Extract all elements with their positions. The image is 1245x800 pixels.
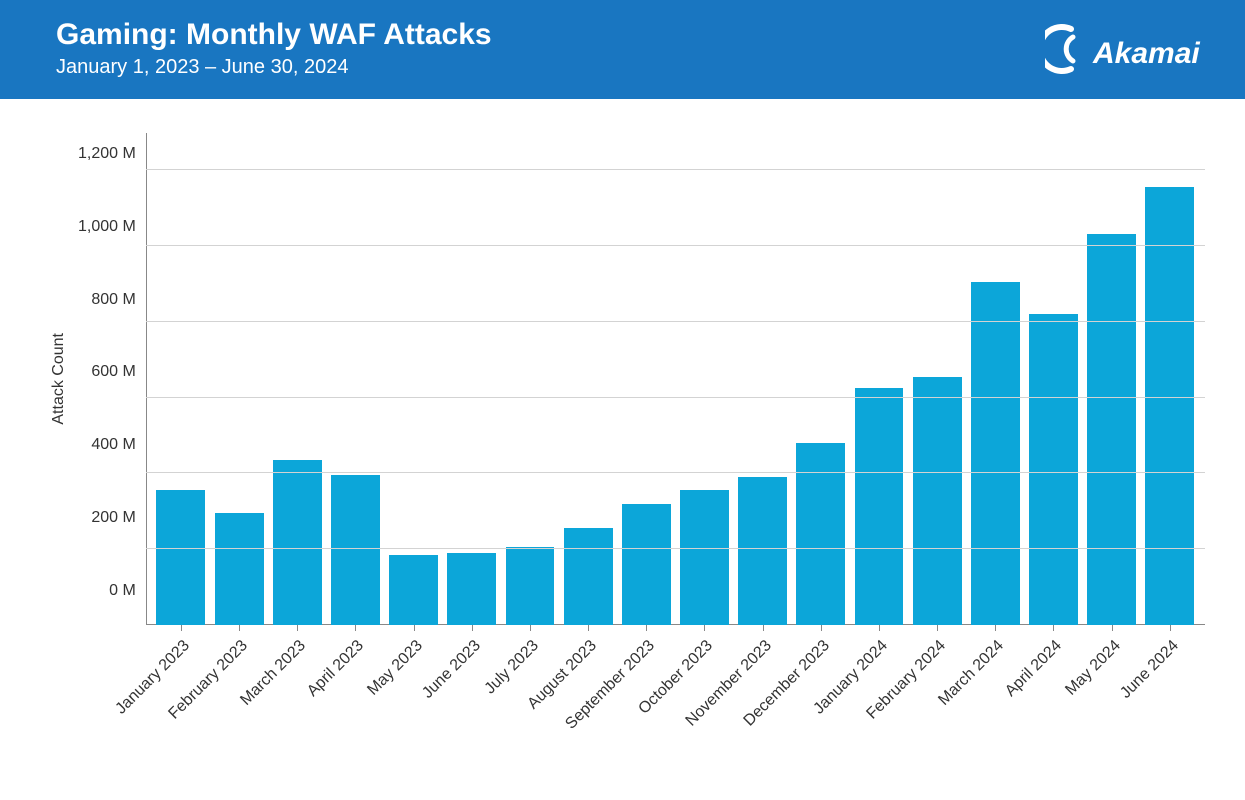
akamai-logo: Akamai [1045, 19, 1205, 79]
bar-slot [559, 145, 617, 625]
x-tick-label: May 2023 [364, 637, 426, 699]
grid-line [146, 169, 1205, 170]
bar-slot [268, 145, 326, 625]
x-tick [239, 625, 240, 631]
x-tick [530, 625, 531, 631]
chart-container: Attack Count 1,200 M 1,000 M 800 M 600 M 400… [0, 99, 1245, 789]
grid-line [146, 397, 1205, 398]
bar [855, 388, 904, 625]
x-tick [1112, 625, 1113, 631]
bar-slot [1024, 145, 1082, 625]
svg-text:Akamai: Akamai [1092, 37, 1200, 70]
x-tick [181, 625, 182, 631]
bar [738, 477, 787, 625]
bar [389, 555, 438, 625]
bar [1145, 187, 1194, 625]
bar [1029, 314, 1078, 625]
bar-slot [617, 145, 675, 625]
bar-slot [501, 145, 559, 625]
grid-line [146, 321, 1205, 322]
y-tick-label: 1,000 M [78, 218, 136, 236]
bar-slot [1141, 145, 1199, 625]
x-tick [1170, 625, 1171, 631]
x-tick [937, 625, 938, 631]
bar-slot [326, 145, 384, 625]
bar-slot [792, 145, 850, 625]
grid-line [146, 472, 1205, 473]
bar [622, 504, 671, 625]
bars-group [146, 145, 1205, 625]
bar [331, 475, 380, 625]
bar-slot [385, 145, 443, 625]
x-tick-label: June 2023 [419, 637, 485, 703]
chart-area: Attack Count 1,200 M 1,000 M 800 M 600 M 400… [40, 129, 1205, 769]
bar [273, 460, 322, 625]
y-axis-label: Attack Count [40, 333, 78, 425]
bar-slot [152, 145, 210, 625]
header: Gaming: Monthly WAF Attacks January 1, 2… [0, 0, 1245, 99]
x-tick-label: June 2024 [1117, 637, 1183, 703]
x-tick [297, 625, 298, 631]
bar-slot [966, 145, 1024, 625]
bar-slot [675, 145, 733, 625]
bar [796, 443, 845, 625]
chart-subtitle: January 1, 2023 – June 30, 2024 [56, 56, 492, 79]
bar [680, 490, 729, 625]
y-tick-label: 600 M [78, 363, 136, 381]
x-tick [879, 625, 880, 631]
y-tick-label: 200 M [78, 509, 136, 527]
bar-slot [908, 145, 966, 625]
x-tick [821, 625, 822, 631]
x-tick [355, 625, 356, 631]
x-tick [995, 625, 996, 631]
bar [215, 513, 264, 625]
x-tick [646, 625, 647, 631]
grid-line [146, 245, 1205, 246]
bar-slot [734, 145, 792, 625]
bar-slot [210, 145, 268, 625]
x-tick [414, 625, 415, 631]
bar-slot [1083, 145, 1141, 625]
chart-title: Gaming: Monthly WAF Attacks [56, 18, 492, 52]
bar [564, 528, 613, 625]
plot-area: January 2023February 2023March 2023April… [146, 145, 1205, 625]
grid-line [146, 548, 1205, 549]
x-tick-label: July 2023 [481, 637, 542, 698]
bar [506, 547, 555, 625]
x-tick [588, 625, 589, 631]
x-tick-label: April 2023 [304, 637, 368, 701]
header-text: Gaming: Monthly WAF Attacks January 1, 2… [56, 18, 492, 79]
bar [156, 490, 205, 625]
bar [971, 282, 1020, 625]
bar [447, 553, 496, 625]
y-tick-label: 0 M [78, 582, 136, 600]
bar-slot [443, 145, 501, 625]
x-tick [1053, 625, 1054, 631]
x-tick-label: May 2024 [1062, 637, 1124, 699]
x-tick [704, 625, 705, 631]
x-tick-label: April 2024 [1003, 637, 1067, 701]
y-tick-label: 1,200 M [78, 145, 136, 163]
bar-slot [850, 145, 908, 625]
bar [913, 377, 962, 625]
bar [1087, 234, 1136, 625]
y-tick-label: 800 M [78, 291, 136, 309]
y-tick-label: 400 M [78, 436, 136, 454]
x-tick [472, 625, 473, 631]
y-ticks: 1,200 M 1,000 M 800 M 600 M 400 M 200 M 0 M [78, 145, 146, 600]
x-tick [763, 625, 764, 631]
